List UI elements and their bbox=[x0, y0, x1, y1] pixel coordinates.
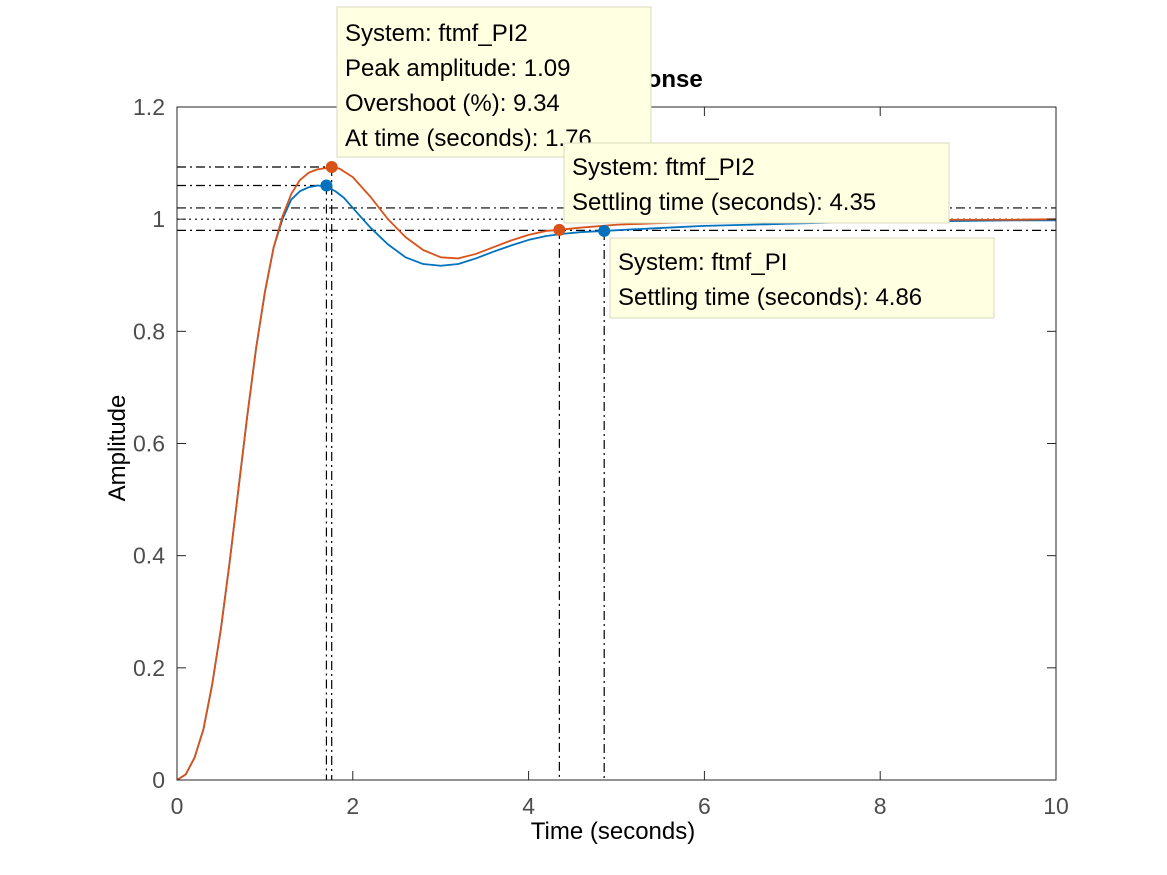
x-tick-label: 4 bbox=[522, 793, 535, 819]
x-tick-label: 8 bbox=[874, 793, 887, 819]
y-tick-label: 0.2 bbox=[133, 655, 165, 681]
x-tick-label: 0 bbox=[171, 793, 184, 819]
data-marker-ftmf_PI2[interactable] bbox=[553, 223, 566, 236]
settling-pi-tooltip[interactable]: System: ftmf_PI Settling time (seconds):… bbox=[609, 237, 995, 319]
settling-pi-tooltip-line: System: ftmf_PI bbox=[618, 249, 787, 276]
data-marker-ftmf_PI[interactable] bbox=[320, 179, 333, 192]
data-marker-ftmf_PI2[interactable] bbox=[325, 161, 338, 174]
y-tick-label: 0.4 bbox=[133, 543, 165, 569]
peak-tooltip-line: Peak amplitude: 1.09 bbox=[345, 55, 570, 82]
settling-pi2-tooltip-line: System: ftmf_PI2 bbox=[572, 154, 755, 181]
peak-tooltip[interactable]: System: ftmf_PI2 Peak amplitude: 1.09 Ov… bbox=[336, 6, 652, 158]
y-axis-label: Amplitude bbox=[104, 395, 131, 502]
x-tick-label: 6 bbox=[698, 793, 711, 819]
settling-pi2-tooltip-line: Settling time (seconds): 4.35 bbox=[572, 189, 876, 216]
settling-pi-tooltip-line: Settling time (seconds): 4.86 bbox=[618, 284, 922, 311]
peak-tooltip-line: At time (seconds): 1.76 bbox=[345, 125, 592, 152]
x-tick-label: 10 bbox=[1043, 793, 1069, 819]
settling-pi2-tooltip[interactable]: System: ftmf_PI2 Settling time (seconds)… bbox=[563, 142, 950, 224]
y-tick-label: 0.8 bbox=[133, 318, 165, 344]
y-tick-label: 0.6 bbox=[133, 431, 165, 457]
y-tick-label: 0 bbox=[152, 767, 165, 793]
data-markers bbox=[320, 161, 611, 237]
peak-tooltip-line: System: ftmf_PI2 bbox=[345, 20, 528, 47]
y-tick-labels: 0 0.2 0.4 0.6 0.8 1 1.2 bbox=[133, 94, 165, 793]
x-tick-label: 2 bbox=[346, 793, 359, 819]
y-tick-label: 1 bbox=[152, 206, 165, 232]
data-marker-ftmf_PI[interactable] bbox=[598, 224, 611, 237]
x-axis-label: Time (seconds) bbox=[531, 818, 695, 845]
y-tick-label: 1.2 bbox=[133, 94, 165, 120]
x-tick-labels: 0 2 4 6 8 10 bbox=[171, 793, 1069, 819]
peak-tooltip-line: Overshoot (%): 9.34 bbox=[345, 90, 560, 117]
